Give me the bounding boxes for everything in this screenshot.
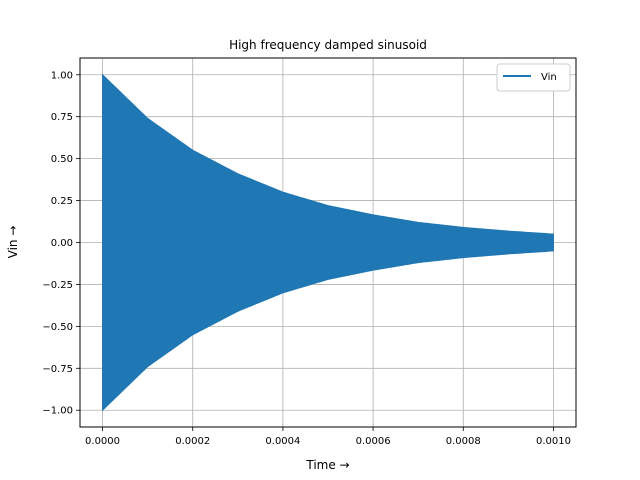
legend-label-vin: Vin (541, 72, 557, 83)
y-tick-label: 0.00 (51, 238, 73, 249)
y-tick-label: 0.75 (51, 112, 73, 123)
x-tick-label: 0.0000 (85, 436, 120, 447)
y-tick-label: −0.75 (42, 364, 73, 375)
legend: Vin (496, 63, 571, 92)
x-tick-label: 0.0008 (446, 436, 481, 447)
x-tick-label: 0.0004 (265, 436, 300, 447)
y-tick-label: −0.50 (42, 322, 73, 333)
x-axis-label: Time → (305, 458, 349, 472)
chart-title: High frequency damped sinusoid (229, 38, 427, 52)
y-tick-label: 1.00 (51, 70, 73, 81)
x-axis: 0.0000 0.0002 0.0004 0.0006 0.0008 0.0010 (85, 427, 571, 447)
y-tick-label: 0.50 (51, 154, 73, 165)
x-tick-label: 0.0002 (175, 436, 210, 447)
x-tick-label: 0.0006 (356, 436, 391, 447)
y-axis-label: Vin → (6, 226, 20, 259)
y-tick-label: −1.00 (42, 406, 73, 417)
series-vin-signal (102, 73, 554, 412)
x-tick-label: 0.0010 (536, 436, 571, 447)
y-tick-label: 0.25 (51, 196, 73, 207)
data-area (102, 73, 554, 412)
y-tick-label: −0.25 (42, 280, 73, 291)
legend-box (496, 63, 571, 92)
y-axis: −1.00 −0.75 −0.50 −0.25 0.00 0.25 0.50 0.75 1.00 (42, 70, 80, 417)
